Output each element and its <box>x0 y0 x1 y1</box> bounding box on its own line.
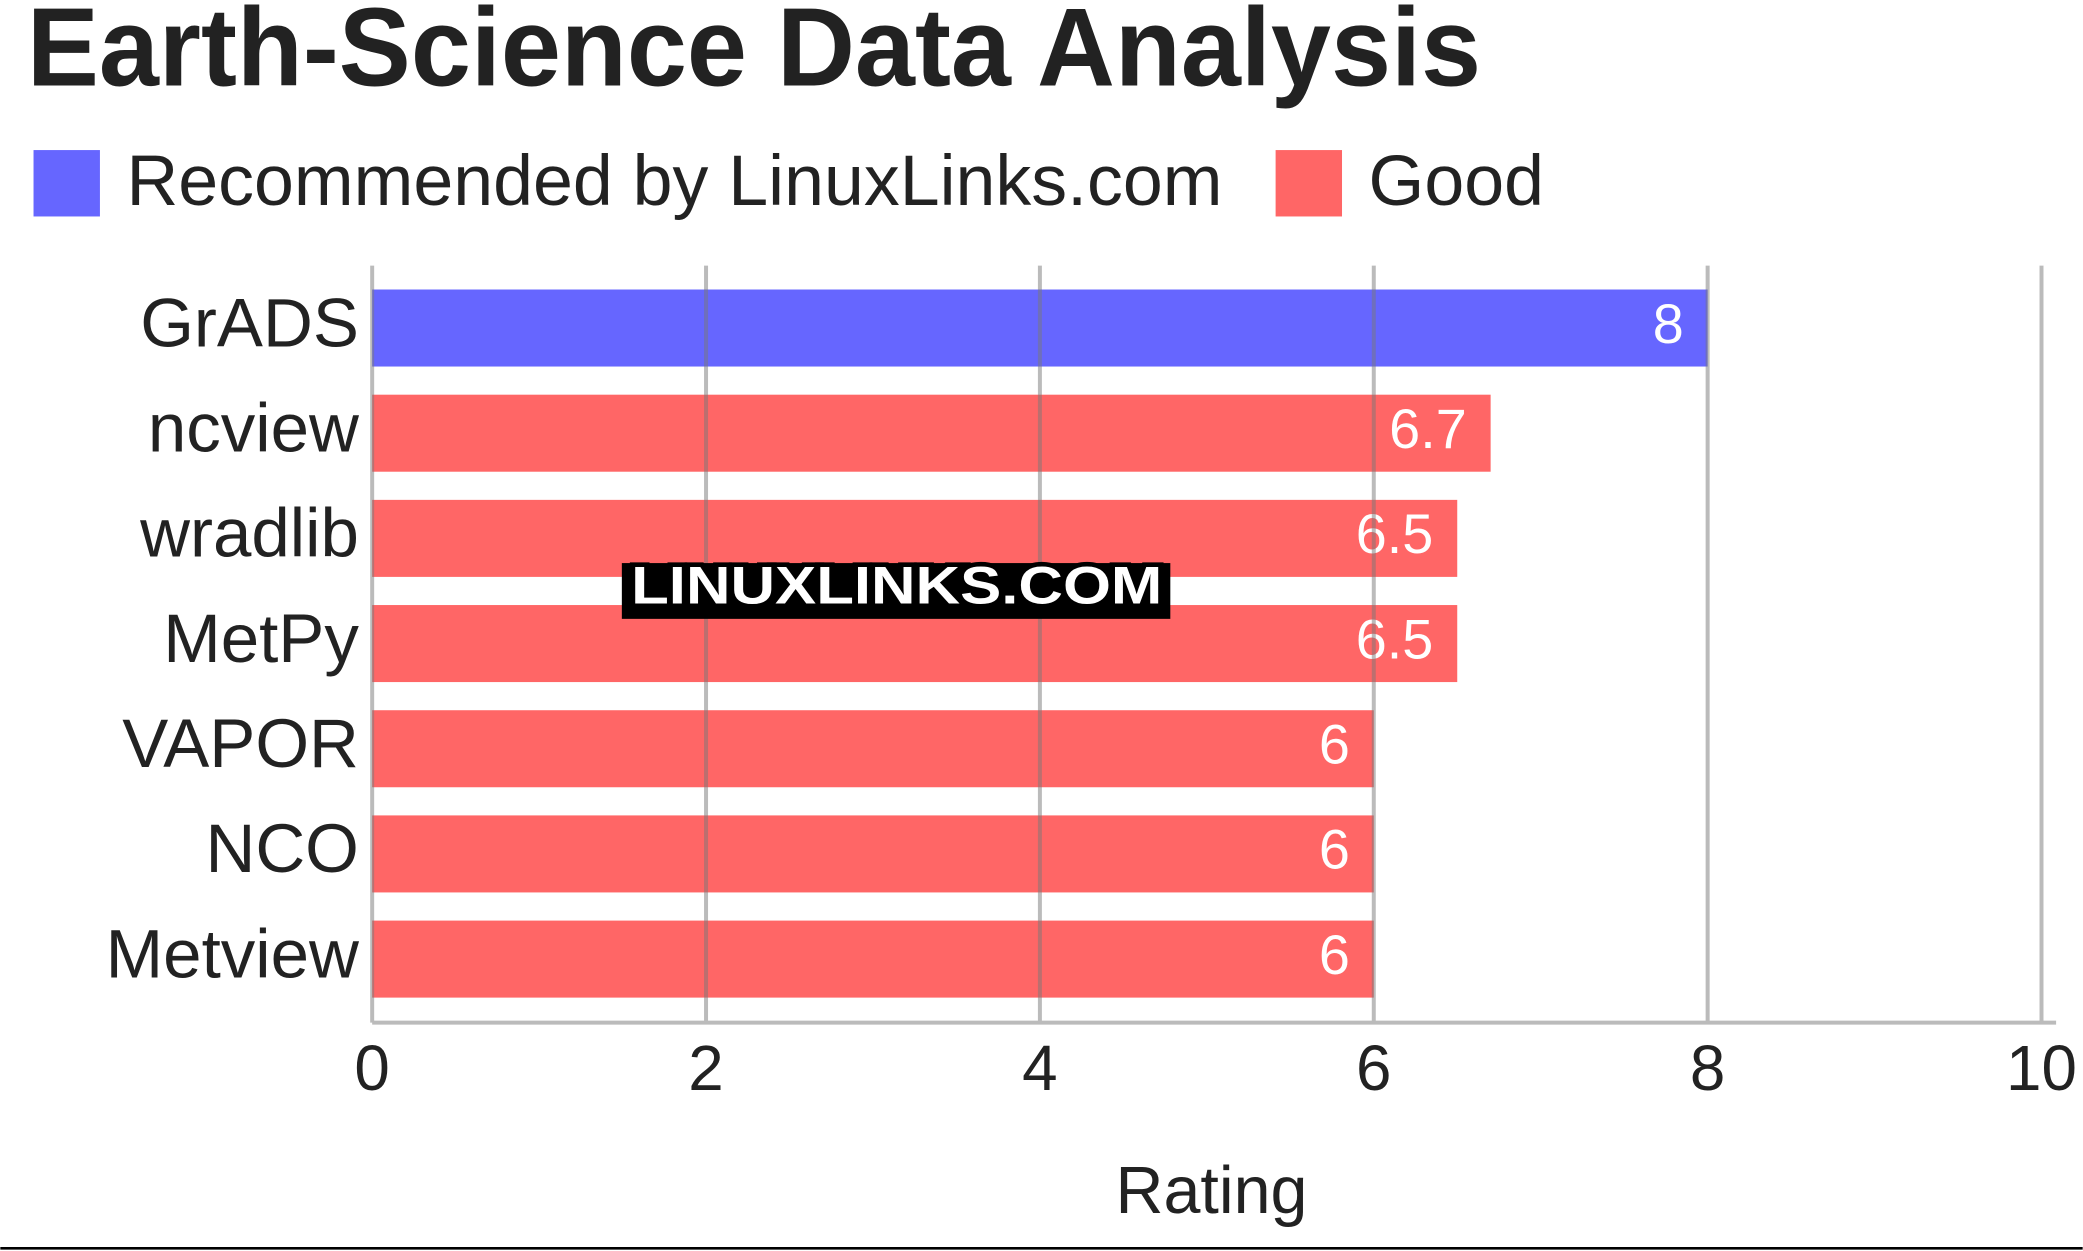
bar <box>372 815 1374 893</box>
bar <box>372 710 1374 788</box>
bar <box>372 920 1374 998</box>
bar <box>372 394 1491 472</box>
bar-value-label: 6 <box>1319 924 1350 986</box>
watermark-bg <box>621 563 1171 619</box>
y-tick-label: Metview <box>106 914 360 992</box>
bar-value-label: 6 <box>1319 713 1350 775</box>
bar-value-label: 6 <box>1319 819 1350 881</box>
bar-value-label: 8 <box>1653 293 1684 355</box>
x-tick-label: 4 <box>1022 1032 1057 1104</box>
y-tick-label: NCO <box>205 809 358 887</box>
x-tick-label: 6 <box>1356 1032 1391 1104</box>
legend-swatch <box>1275 150 1343 217</box>
x-tick-label: 2 <box>688 1032 723 1104</box>
x-tick-label: 0 <box>354 1032 389 1104</box>
y-tick-label: wradlib <box>139 494 359 572</box>
y-tick-label: MetPy <box>163 599 359 677</box>
x-tick-label: 10 <box>2006 1032 2077 1104</box>
chart-title: Earth-Science Data Analysis <box>27 0 1481 109</box>
legend-label: Good <box>1369 141 1544 221</box>
y-tick-label: GrADS <box>140 283 359 361</box>
bar-value-label: 6.5 <box>1356 608 1434 670</box>
bar-value-label: 6.5 <box>1356 503 1434 565</box>
bar-value-label: 6.7 <box>1389 398 1467 460</box>
x-tick-label: 8 <box>1690 1032 1725 1104</box>
legend-label: Recommended by LinuxLinks.com <box>126 141 1222 221</box>
y-tick-label: ncview <box>148 388 360 466</box>
y-tick-label: VAPOR <box>122 704 359 782</box>
watermark: LINUXLINKS.COM <box>631 557 1162 616</box>
x-axis-label: Rating <box>1116 1154 1308 1228</box>
legend-swatch <box>33 150 100 217</box>
